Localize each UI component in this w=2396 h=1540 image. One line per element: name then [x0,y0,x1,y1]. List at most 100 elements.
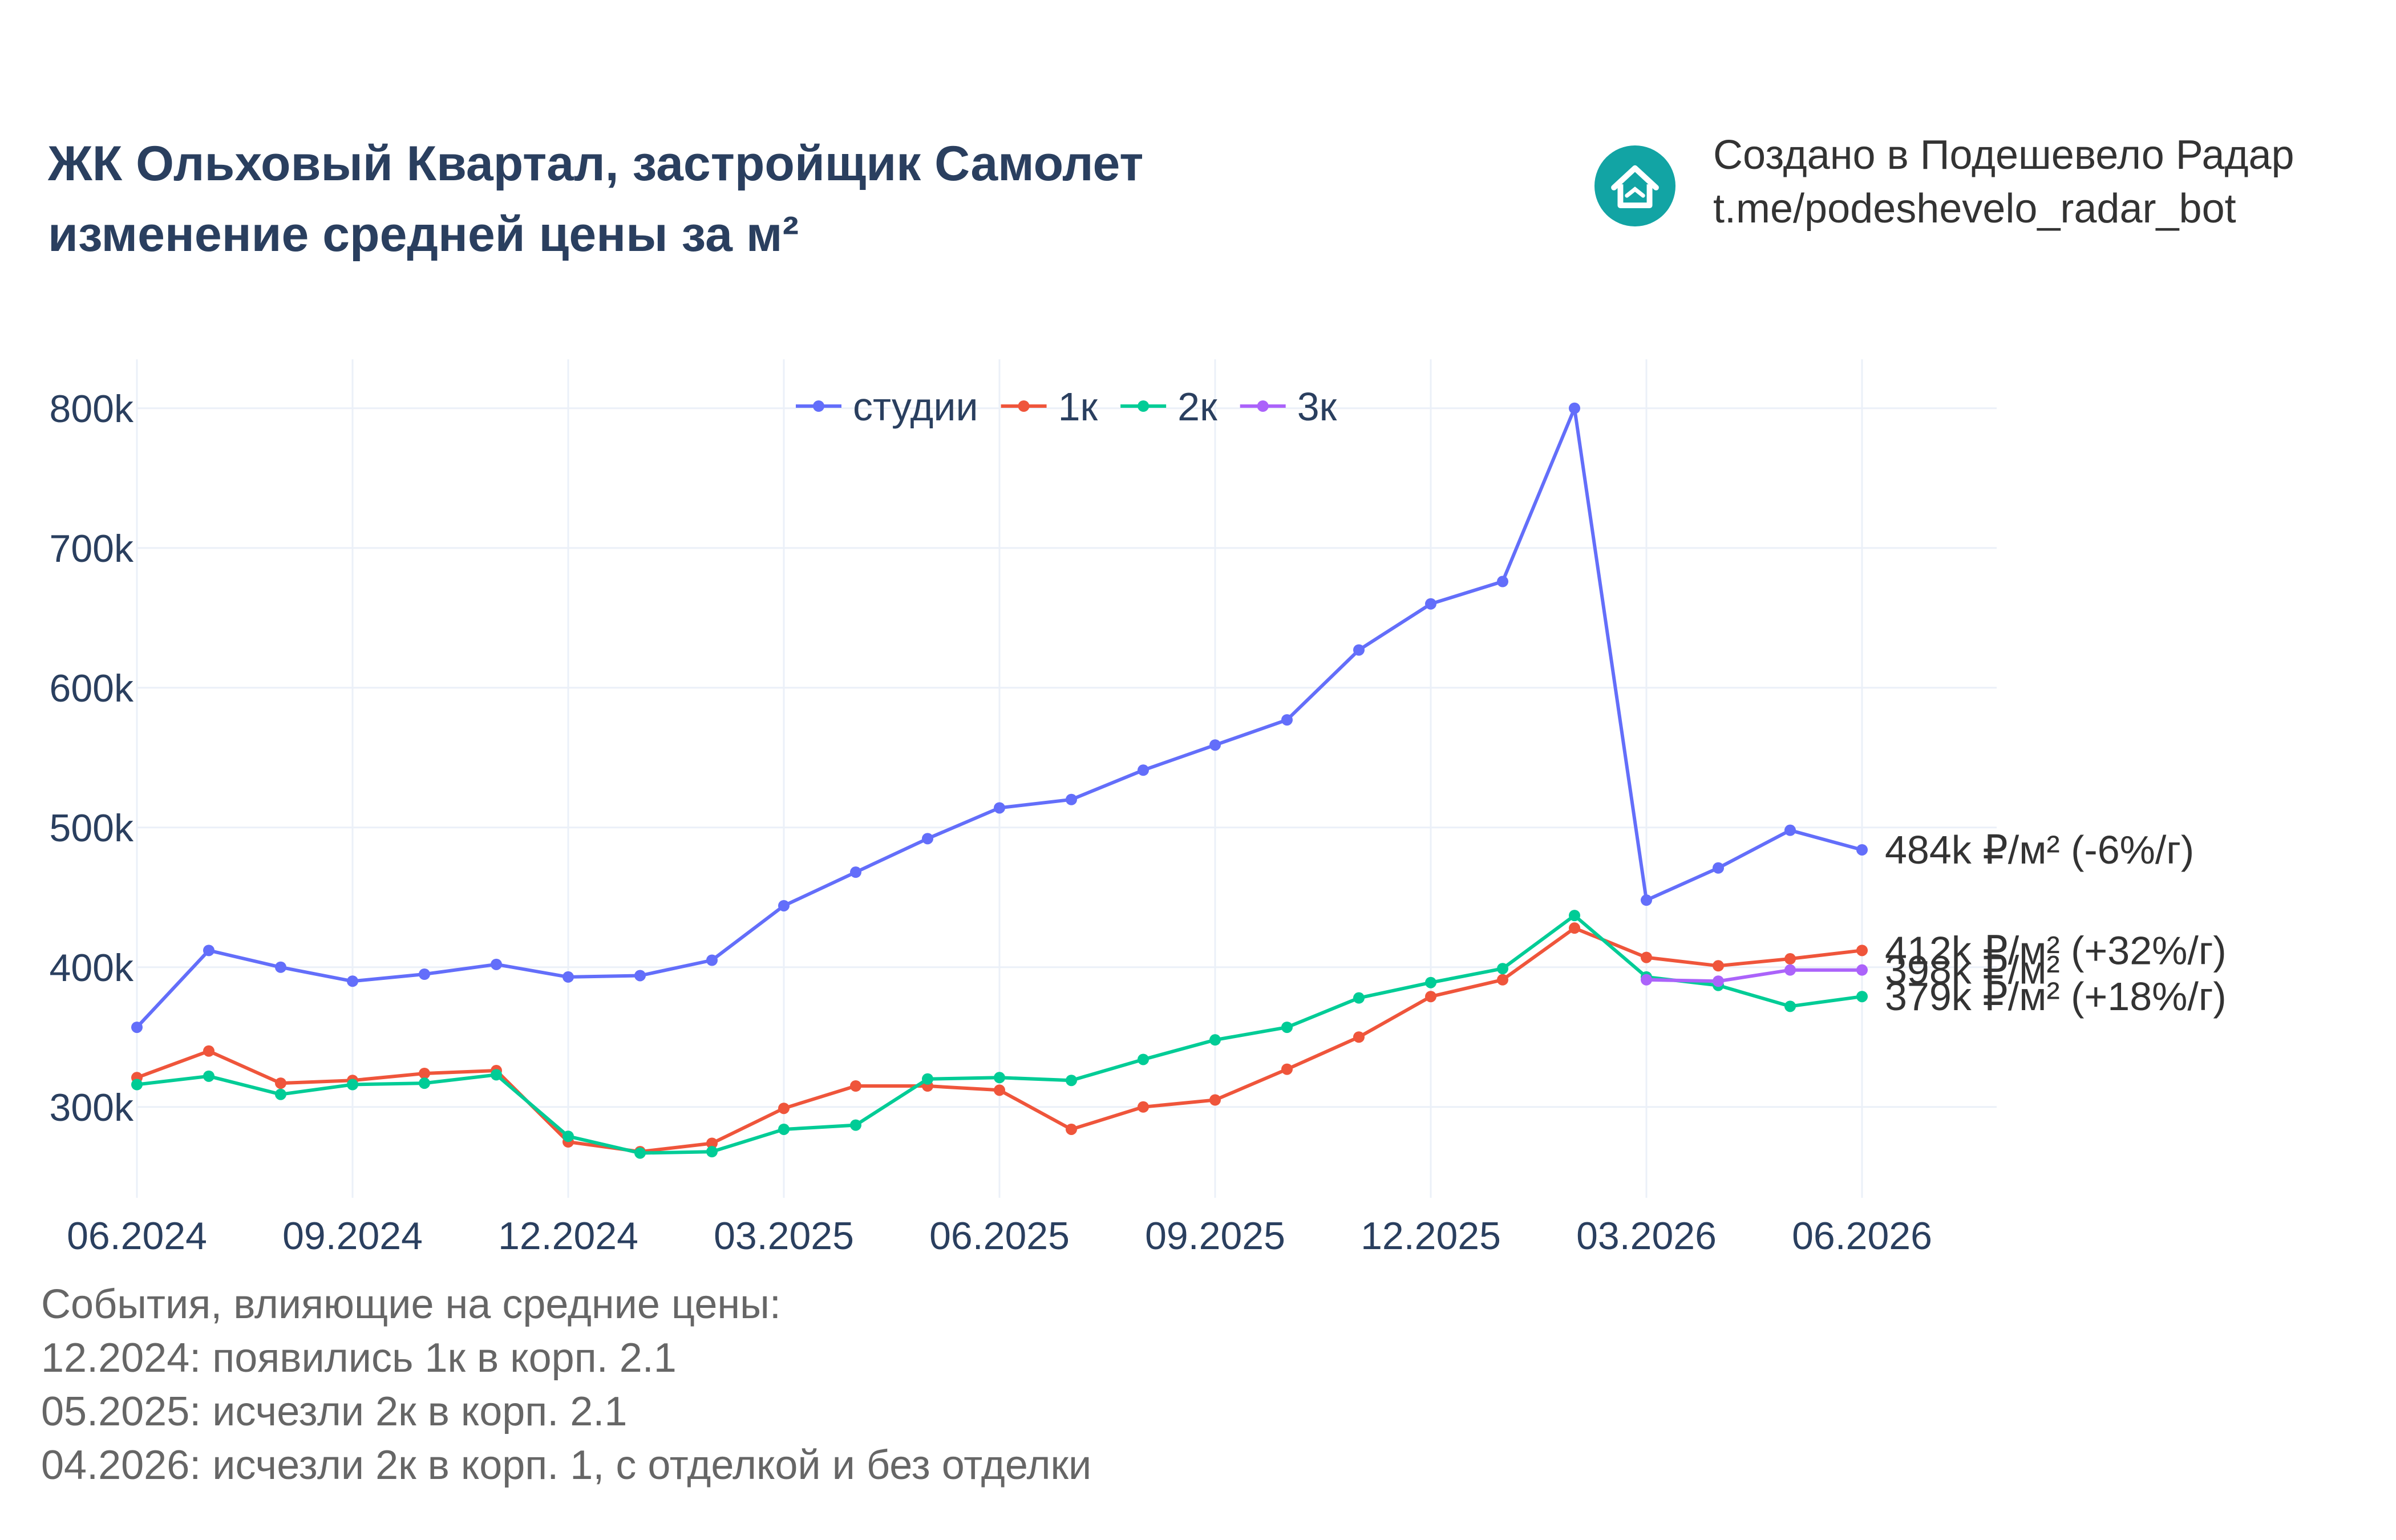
data-point[interactable] [131,1022,143,1034]
data-point[interactable] [1641,974,1652,986]
data-point[interactable] [562,971,574,983]
data-point[interactable] [1856,844,1868,856]
x-tick-label: 09.2025 [1145,1214,1285,1258]
house-icon [1594,145,1675,226]
data-point[interactable] [1784,824,1796,836]
data-point[interactable] [1641,951,1652,963]
legend-swatch-marker [1138,400,1150,412]
legend-swatch-marker [1257,400,1269,412]
data-point[interactable] [1713,960,1724,972]
series-end-label: 412k ₽/м² (+32%/г) [1885,928,2227,972]
data-point[interactable] [850,1080,861,1092]
data-point[interactable] [1713,862,1724,874]
data-point[interactable] [778,1103,790,1115]
data-point[interactable] [203,1070,214,1082]
data-point[interactable] [419,968,430,980]
data-point[interactable] [1138,764,1149,776]
series-end-label: 379k ₽/м² (+18%/г) [1885,974,2227,1019]
data-point[interactable] [419,1067,430,1079]
events-notes: События, влияющие на средние цены: 12.20… [41,1278,1091,1492]
data-point[interactable] [994,802,1005,814]
data-point[interactable] [1066,1123,1077,1135]
data-point[interactable] [1713,975,1724,987]
grid [136,359,1997,1198]
data-point[interactable] [1497,974,1508,986]
data-point[interactable] [994,1084,1005,1096]
x-tick-label: 06.2026 [1792,1214,1932,1258]
data-point[interactable] [1497,963,1508,975]
y-tick-label: 600k [50,667,134,710]
data-point[interactable] [1209,1034,1221,1046]
data-point[interactable] [634,970,646,982]
data-point[interactable] [491,1069,502,1081]
brand-block: Создано в Подешевело Радар t.me/podeshev… [1594,128,2382,242]
data-point[interactable] [275,961,286,973]
data-point[interactable] [1066,793,1077,805]
data-point[interactable] [706,1146,718,1158]
data-point[interactable] [1784,1000,1796,1012]
data-point[interactable] [634,1147,646,1159]
data-point[interactable] [1209,1094,1221,1106]
data-point[interactable] [1641,894,1652,906]
data-point[interactable] [922,833,933,845]
legend-item-студии[interactable]: студии [796,384,978,429]
data-point[interactable] [419,1077,430,1089]
data-point[interactable] [1353,992,1365,1004]
data-point[interactable] [1497,576,1508,587]
data-point[interactable] [1569,922,1580,934]
y-tick-label: 300k [50,1086,134,1129]
data-point[interactable] [1281,1063,1293,1075]
data-point[interactable] [778,1123,790,1135]
data-point[interactable] [1353,1031,1365,1043]
data-point[interactable] [1209,739,1221,751]
data-point[interactable] [203,945,214,957]
data-point[interactable] [1066,1075,1077,1087]
y-tick-label: 400k [50,946,134,990]
data-point[interactable] [1281,1022,1293,1034]
data-point[interactable] [1353,644,1365,656]
data-point[interactable] [1856,964,1868,976]
data-point[interactable] [275,1077,286,1089]
data-point[interactable] [994,1072,1005,1084]
data-point[interactable] [922,1073,933,1085]
data-point[interactable] [347,1079,358,1091]
data-point[interactable] [1138,1101,1149,1113]
data-point[interactable] [491,958,502,970]
data-point[interactable] [347,975,358,987]
legend-item-3к[interactable]: 3к [1240,384,1337,429]
series-line [1646,968,1862,983]
data-point[interactable] [1425,991,1436,1003]
data-point[interactable] [1784,964,1796,976]
data-point[interactable] [1138,1053,1149,1065]
data-point[interactable] [275,1088,286,1100]
brand-link[interactable]: t.me/podeshevelo_radar_bot [1713,186,2236,232]
data-point[interactable] [1569,910,1580,922]
data-point[interactable] [706,954,718,966]
data-point[interactable] [778,899,790,911]
x-tick-label: 06.2024 [67,1214,207,1258]
data-point[interactable] [131,1079,143,1091]
data-point[interactable] [1856,945,1868,957]
axes: 300k 400k 500k 600k 700k 800k 06.2024 09.2024 12… [50,387,1932,1258]
data-point[interactable] [203,1045,214,1057]
data-point[interactable] [1784,953,1796,965]
y-tick-label: 500k [50,807,134,850]
data-point[interactable] [1281,714,1293,726]
legend-item-1к[interactable]: 1к [1001,384,1098,429]
data-point[interactable] [1425,976,1436,988]
legend-item-2к[interactable]: 2к [1120,384,1217,429]
data-point[interactable] [706,1137,718,1149]
legend-label: 1к [1058,384,1098,429]
data-point[interactable] [562,1130,574,1142]
data-point[interactable] [1569,402,1580,414]
chart-title-line-2: изменение средней цены за м² [48,207,799,262]
data-point[interactable] [1856,991,1868,1003]
series-3к [1641,964,1868,987]
legend-label: 2к [1177,384,1217,429]
data-point[interactable] [850,866,861,878]
data-point[interactable] [850,1119,861,1131]
event-item: 05.2025: исчезли 2к в корп. 2.1 [41,1389,628,1434]
series-layer [131,402,1868,1159]
data-point[interactable] [1425,598,1436,610]
